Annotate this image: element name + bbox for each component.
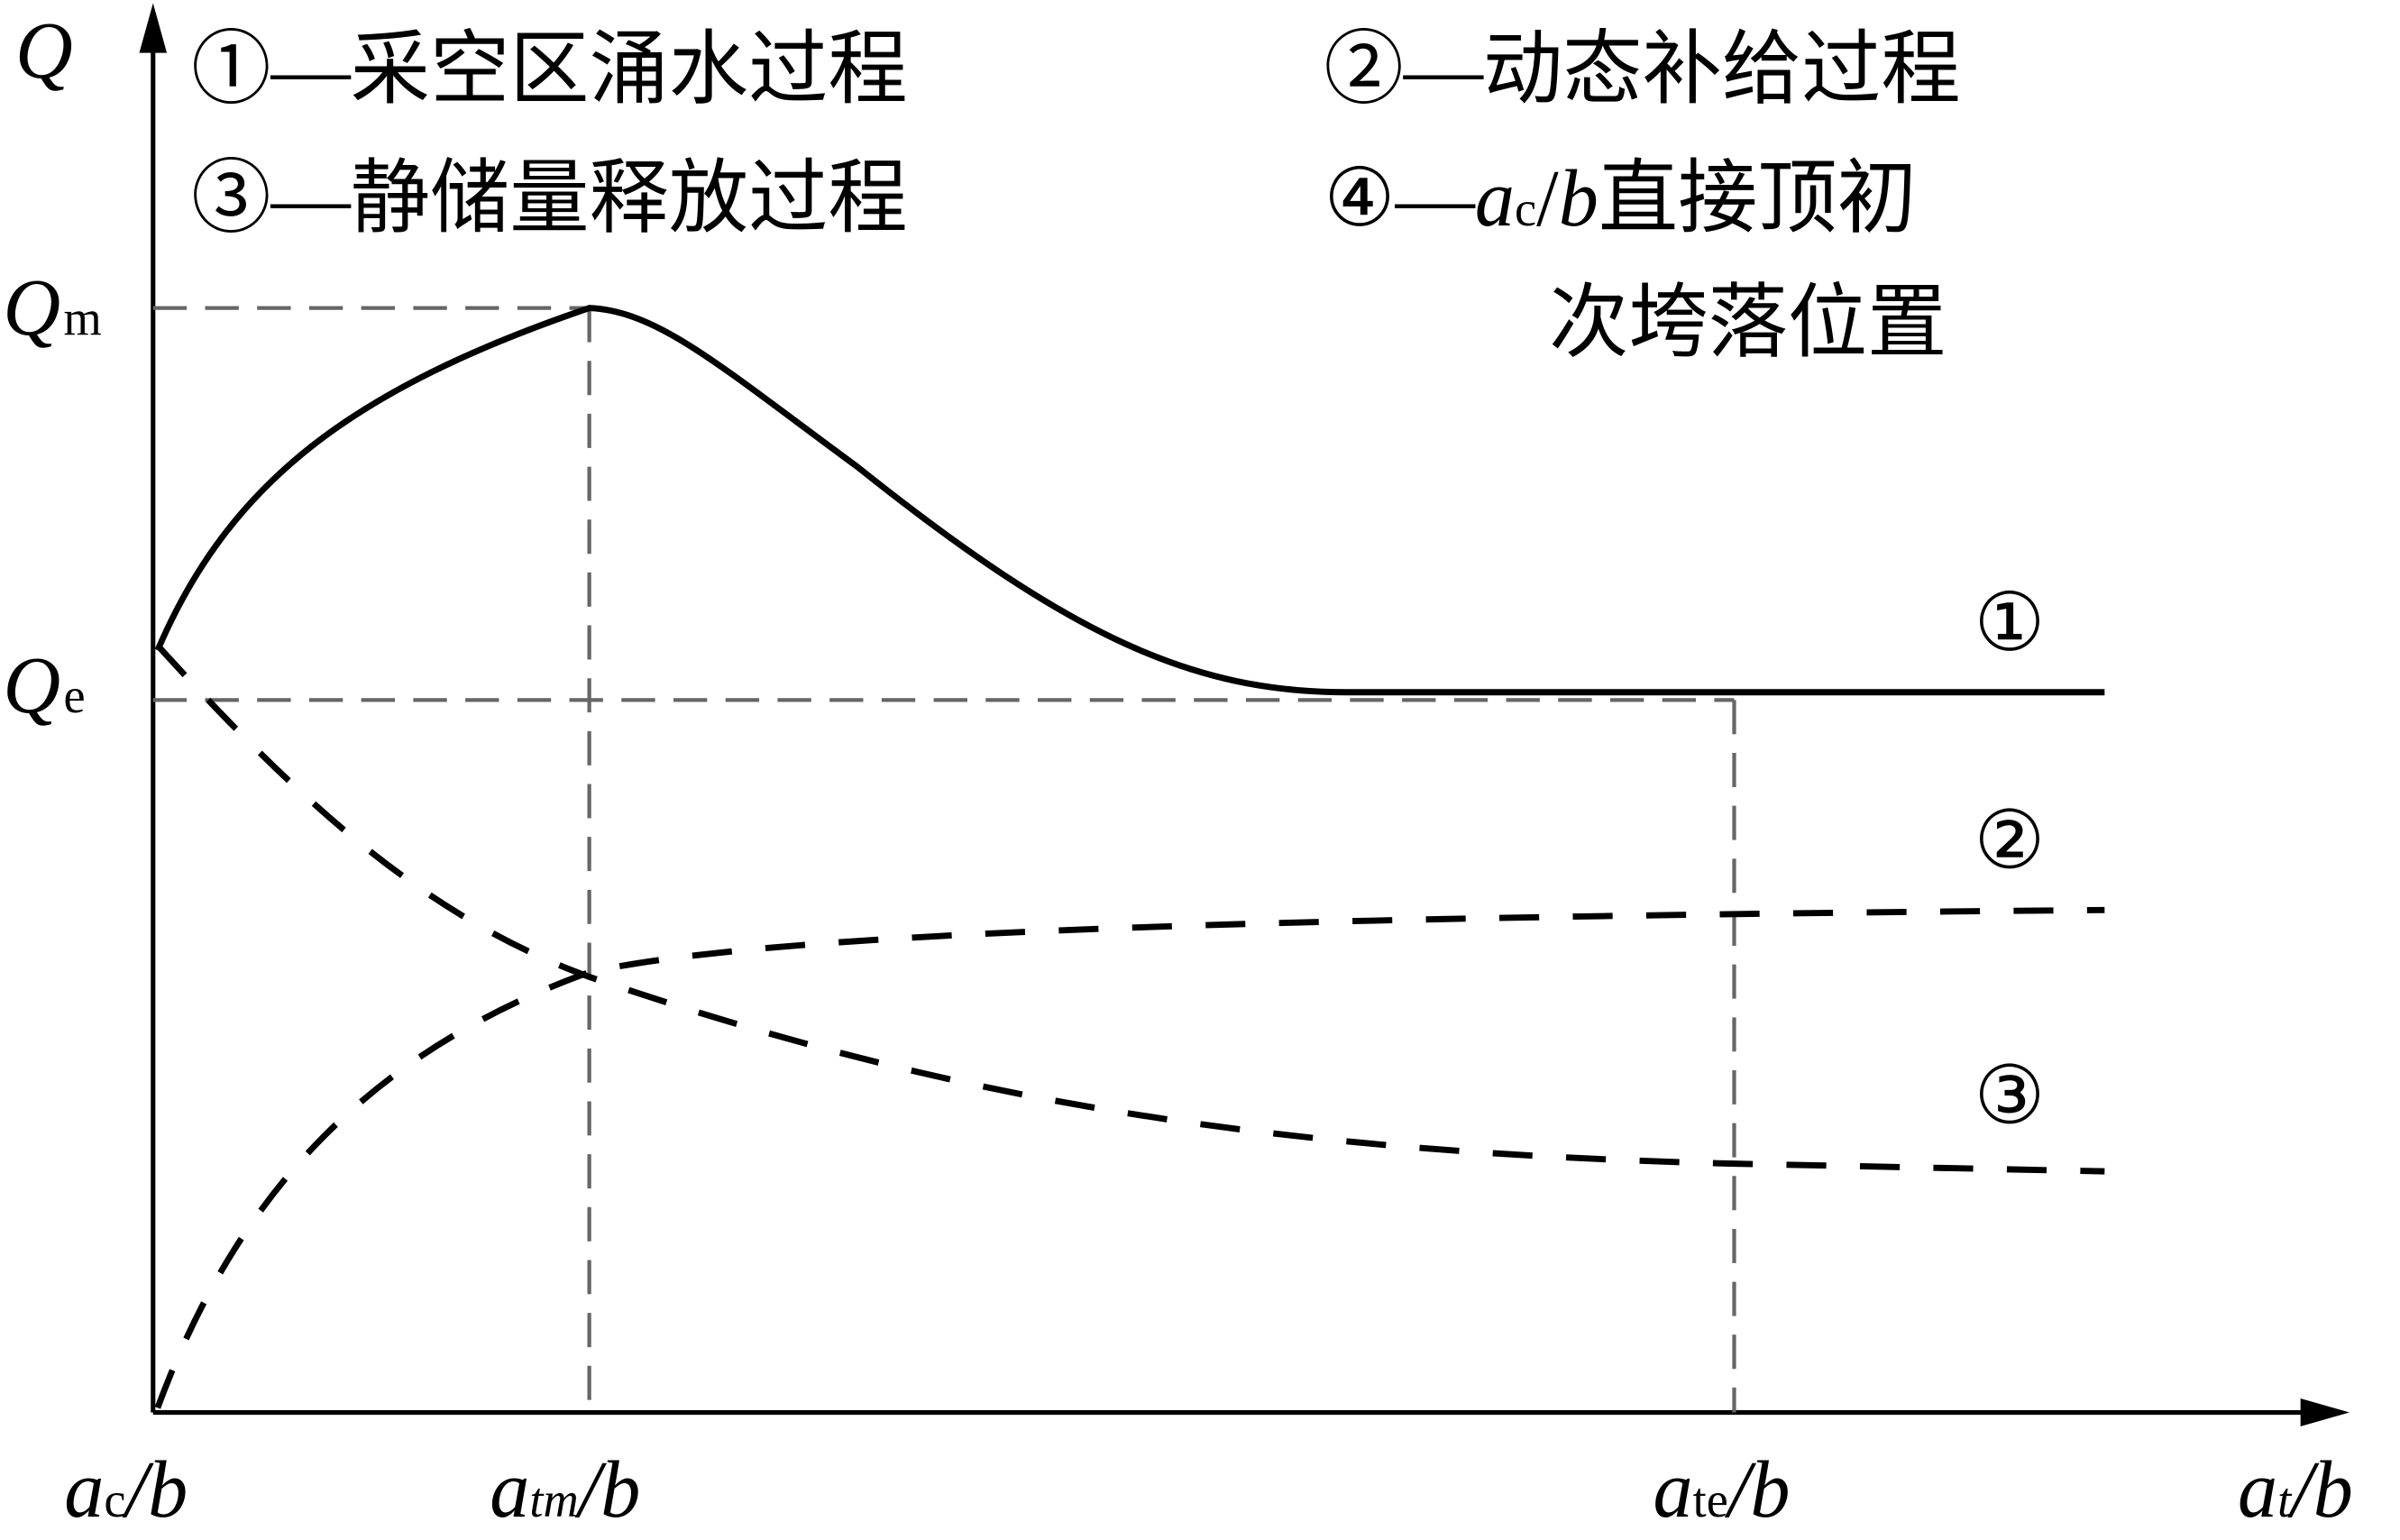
x-tick-label: ate/b	[1653, 1445, 1791, 1535]
sub: c	[1515, 181, 1536, 236]
legend-item: ②—动态补给过程	[1324, 25, 1961, 115]
marker: ④—	[1324, 155, 1476, 244]
curve-label: ③	[1974, 1052, 2046, 1141]
rest: /b	[2286, 1445, 2353, 1535]
slash: /	[1536, 155, 1559, 244]
rest: /b	[574, 1445, 641, 1535]
rest: /b	[122, 1445, 188, 1535]
y-arrow	[139, 3, 168, 53]
legend-item: ①—采空区涌水过程	[191, 25, 907, 115]
curve-inflow	[154, 305, 2105, 696]
curve-label: ①	[1974, 580, 2046, 669]
legend-item: ③—静储量释放过程	[191, 155, 907, 244]
curve-label: ②	[1974, 797, 2046, 886]
sub: te	[1693, 1472, 1728, 1527]
legend-item-line2: 次垮落位置	[1549, 280, 1947, 369]
sub: c	[104, 1472, 125, 1527]
x-tick-label: atm/b	[490, 1445, 640, 1535]
var: a	[490, 1445, 529, 1535]
y-axis-label: Q	[15, 7, 73, 96]
x-arrow	[2300, 1398, 2350, 1427]
sub: e	[64, 668, 86, 723]
var: Q	[3, 263, 60, 353]
var: a	[64, 1445, 104, 1535]
var: a	[1653, 1445, 1693, 1535]
x-tick-label: at/b	[2238, 1445, 2353, 1535]
curve-release	[155, 643, 2105, 1175]
sub: t	[2277, 1472, 2293, 1527]
var: a	[2238, 1445, 2277, 1535]
var: b	[1559, 155, 1598, 244]
sub: tm	[529, 1472, 578, 1527]
legend-item: ④—ac/b直接顶初	[1324, 155, 1917, 244]
x-tick-label: ac/b	[64, 1445, 188, 1535]
var: Q	[3, 642, 60, 731]
rest: 直接顶初	[1598, 155, 1917, 244]
rest: /b	[1724, 1445, 1791, 1535]
sub: m	[64, 290, 102, 345]
curve-recharge	[154, 906, 2105, 1409]
var: a	[1475, 155, 1515, 244]
